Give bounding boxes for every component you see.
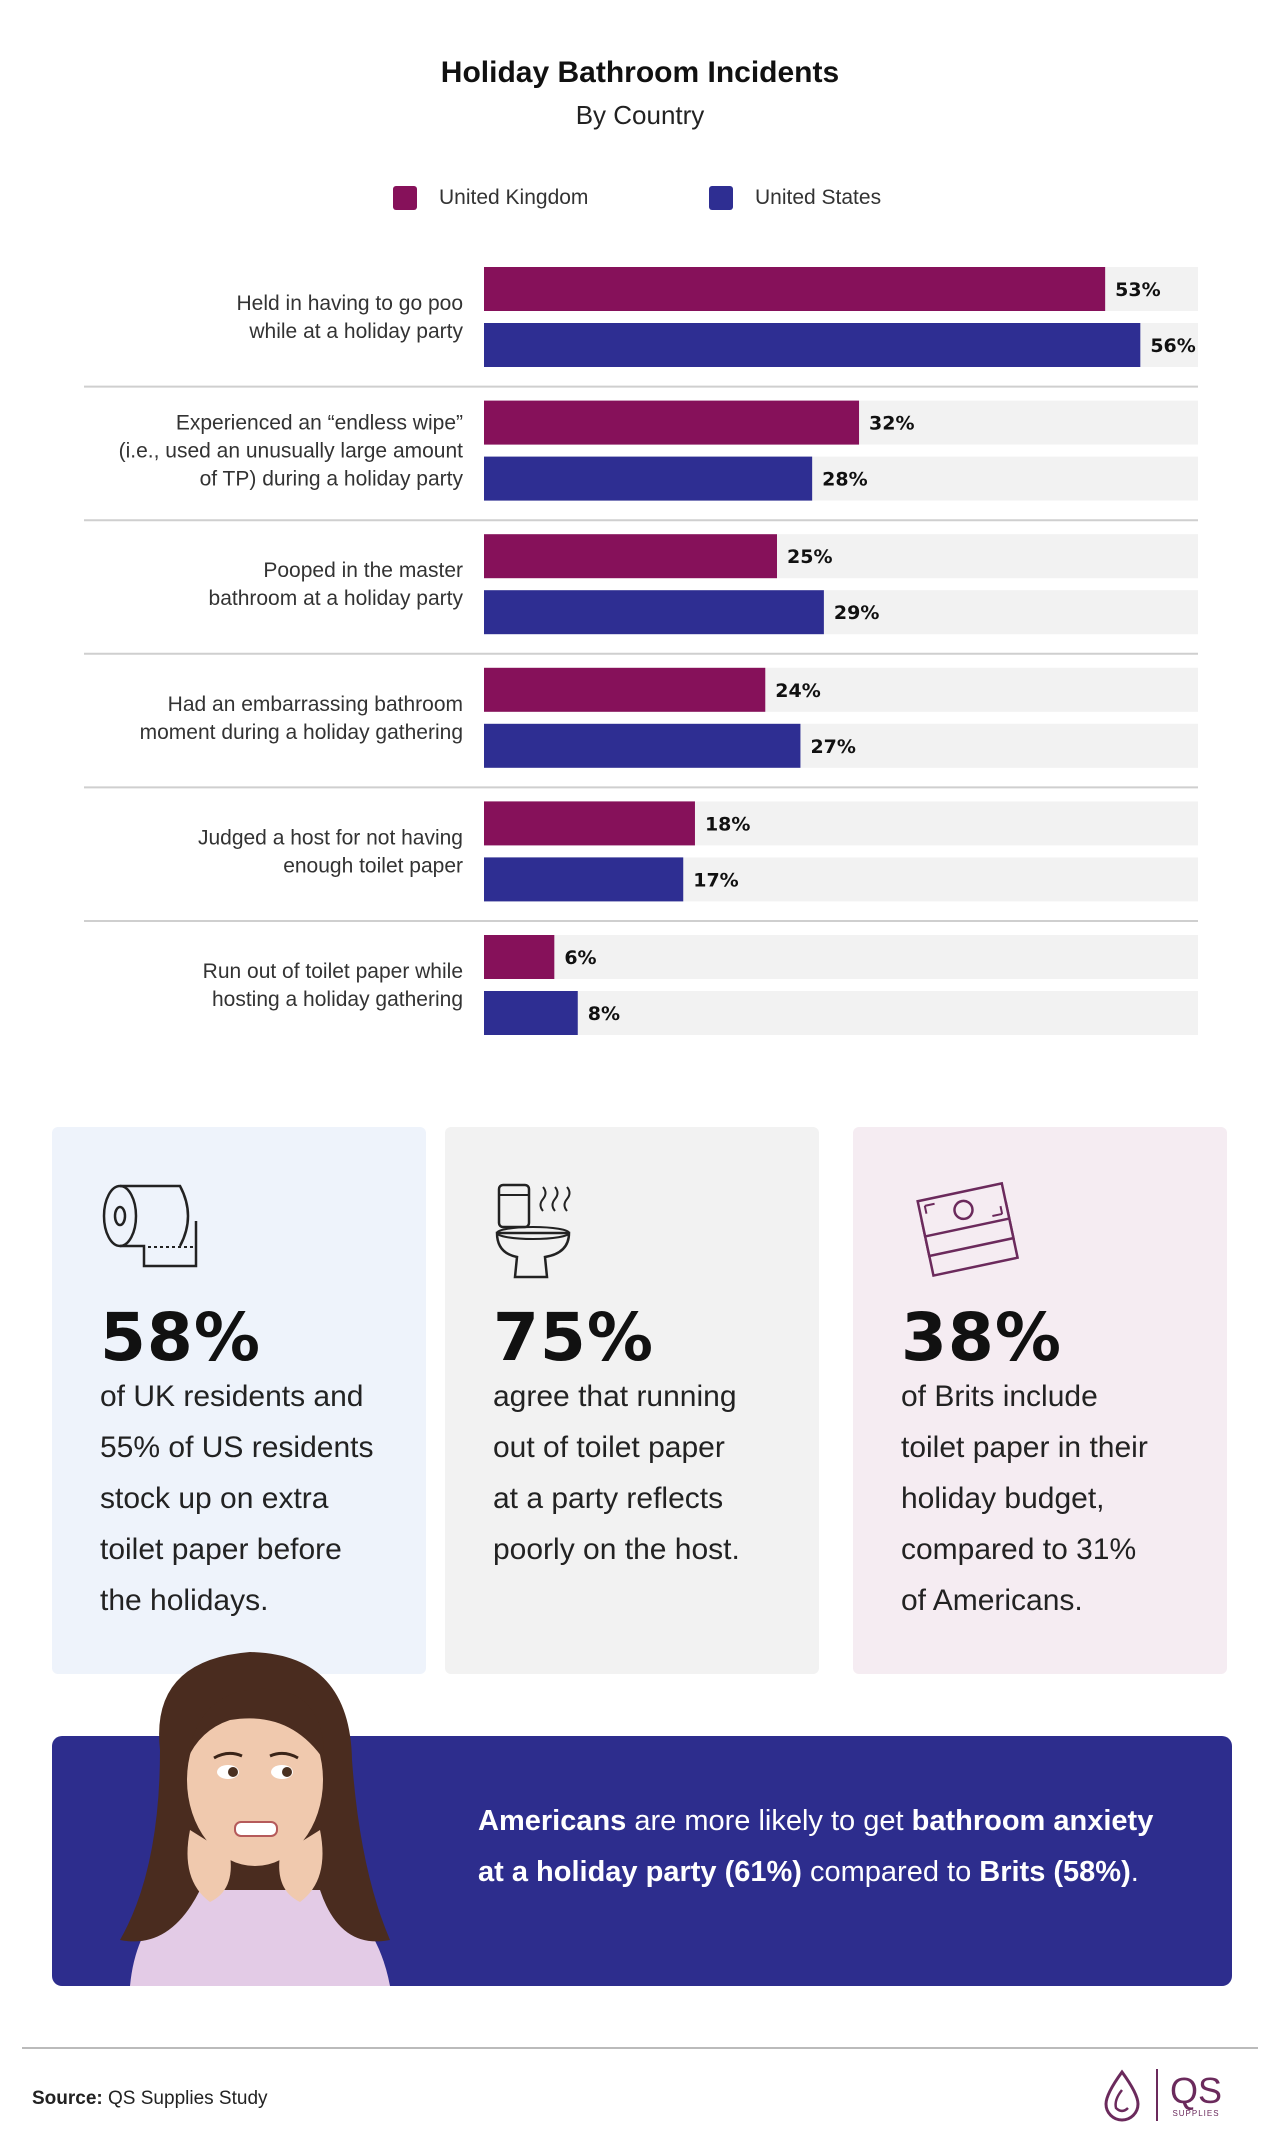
stat-text: of Brits include toilet paper in their h… <box>901 1371 1201 1626</box>
data-label: 8% <box>588 1003 620 1025</box>
legend-label-us: United States <box>755 186 882 209</box>
qs-drop-icon <box>1104 2069 1140 2122</box>
stat-text: of UK residents and 55% of US residents … <box>100 1371 400 1626</box>
data-label: 28% <box>822 469 867 491</box>
bar-track <box>484 935 1198 979</box>
toilet-paper-icon <box>100 1181 200 1276</box>
data-label: 32% <box>869 413 914 435</box>
category-label: while at a holiday party <box>248 320 463 343</box>
legend-label-uk: United Kingdom <box>439 186 589 209</box>
bar-track <box>484 991 1198 1035</box>
banner-text-part: compared to <box>801 1856 980 1888</box>
category-label: bathroom at a holiday party <box>209 587 464 610</box>
stat-card-host-reflection: 75% agree that running out of toilet pap… <box>445 1127 819 1674</box>
bar-us <box>484 590 824 635</box>
bar-chart: 53% 56% Held in having to go poo while at a… <box>84 267 1198 1035</box>
logo-name: QS <box>1170 2069 1223 2111</box>
stat-text-line: toilet paper before <box>100 1533 342 1566</box>
stat-text: agree that running out of toilet paper a… <box>493 1371 793 1575</box>
category-label: Held in having to go poo <box>237 292 464 315</box>
stat-percent: 58% <box>100 1299 261 1376</box>
category-label: (i.e., used an unusually large amount <box>119 440 464 463</box>
bar-us <box>484 456 813 501</box>
logo-wordmark: QS SUPPLIES <box>1170 2069 1223 2118</box>
category-label: moment during a holiday gathering <box>140 721 463 744</box>
banner-text-part: . <box>1130 1856 1139 1888</box>
legend-swatch-uk <box>393 186 417 210</box>
category-label: Judged a host for not having <box>198 826 463 849</box>
chart-subtitle: By Country <box>575 100 705 130</box>
bar-us <box>484 723 801 768</box>
data-label: 25% <box>787 546 832 568</box>
data-label: 29% <box>834 602 879 624</box>
banner-bold-brits: Brits (58%) <box>979 1856 1131 1888</box>
stat-text-line: stock up on extra <box>100 1482 329 1515</box>
source-note: Source: QS Supplies Study <box>32 2088 268 2110</box>
stat-text-line: of Brits include <box>901 1380 1098 1413</box>
bar-us <box>484 323 1141 367</box>
legend-item-uk: United Kingdom <box>393 186 588 210</box>
source-text: QS Supplies Study <box>102 2088 268 2109</box>
bar-uk <box>484 534 777 579</box>
logo-separator <box>1156 2069 1158 2121</box>
category-label: Had an embarrassing bathroom <box>168 693 463 716</box>
stat-percent: 38% <box>901 1299 1062 1376</box>
data-label: 24% <box>775 680 820 702</box>
chart-title: Holiday Bathroom Incidents <box>440 56 840 89</box>
stat-text-line: holiday budget, <box>901 1482 1105 1515</box>
banner-text: Americans are more likely to get bathroo… <box>478 1796 1158 1898</box>
logo-sub: SUPPLIES <box>1172 2108 1220 2118</box>
stat-text-line: compared to 31% <box>901 1533 1137 1566</box>
stat-text-line: 55% of US residents <box>100 1431 374 1464</box>
stat-text-line: the holidays. <box>100 1584 269 1617</box>
stat-card-uk-us-stockup: 58% of UK residents and 55% of US reside… <box>52 1127 426 1674</box>
stat-text-line: of Americans. <box>901 1584 1083 1617</box>
legend: United Kingdom United States <box>0 186 1280 216</box>
data-label: 27% <box>810 736 855 758</box>
bar-us <box>484 991 578 1035</box>
data-label: 18% <box>705 813 750 835</box>
stat-text-line: poorly on the host. <box>493 1533 740 1566</box>
legend-swatch-us <box>709 186 733 210</box>
bar-uk <box>484 801 695 846</box>
stat-text-line: out of toilet paper <box>493 1431 725 1464</box>
brand-logo: QS SUPPLIES <box>1100 2068 1222 2122</box>
bar-uk <box>484 935 555 979</box>
category-label: of TP) during a holiday party <box>200 468 464 491</box>
banner-text-part: are more likely to get <box>626 1805 912 1837</box>
stat-card-holiday-budget: 38% of Brits include toilet paper in the… <box>853 1127 1227 1674</box>
data-label: 53% <box>1115 279 1160 301</box>
source-label: Source: <box>32 2088 103 2109</box>
toilet-icon <box>493 1181 583 1286</box>
bar-uk <box>484 667 766 712</box>
legend-item-us: United States <box>709 186 881 210</box>
data-label: 6% <box>564 947 596 969</box>
stat-text-line: agree that running <box>493 1380 737 1413</box>
bar-uk <box>484 267 1106 311</box>
data-label: 56% <box>1150 335 1195 357</box>
stat-text-line: of UK residents and <box>100 1380 364 1413</box>
category-label: Experienced an “endless wipe” <box>176 412 463 435</box>
money-icon <box>915 1181 1025 1286</box>
bar-uk <box>484 400 860 445</box>
bar-us <box>484 857 684 902</box>
stat-percent: 75% <box>493 1299 654 1376</box>
category-label: Pooped in the master <box>263 559 463 582</box>
footer-divider <box>22 2047 1258 2049</box>
category-label: enough toilet paper <box>283 854 463 877</box>
banner-bold-americans: Americans <box>478 1805 627 1837</box>
stat-text-line: at a party reflects <box>493 1482 724 1515</box>
category-label: Run out of toilet paper while <box>203 960 463 983</box>
banner-bold-anxiety: bathroom anxiety at a holiday party (61%… <box>478 1805 1154 1888</box>
stat-text-line: toilet paper in their <box>901 1431 1148 1464</box>
anxious-woman-illustration <box>90 1640 420 1991</box>
category-label: hosting a holiday gathering <box>212 988 463 1011</box>
data-label: 17% <box>693 869 738 891</box>
